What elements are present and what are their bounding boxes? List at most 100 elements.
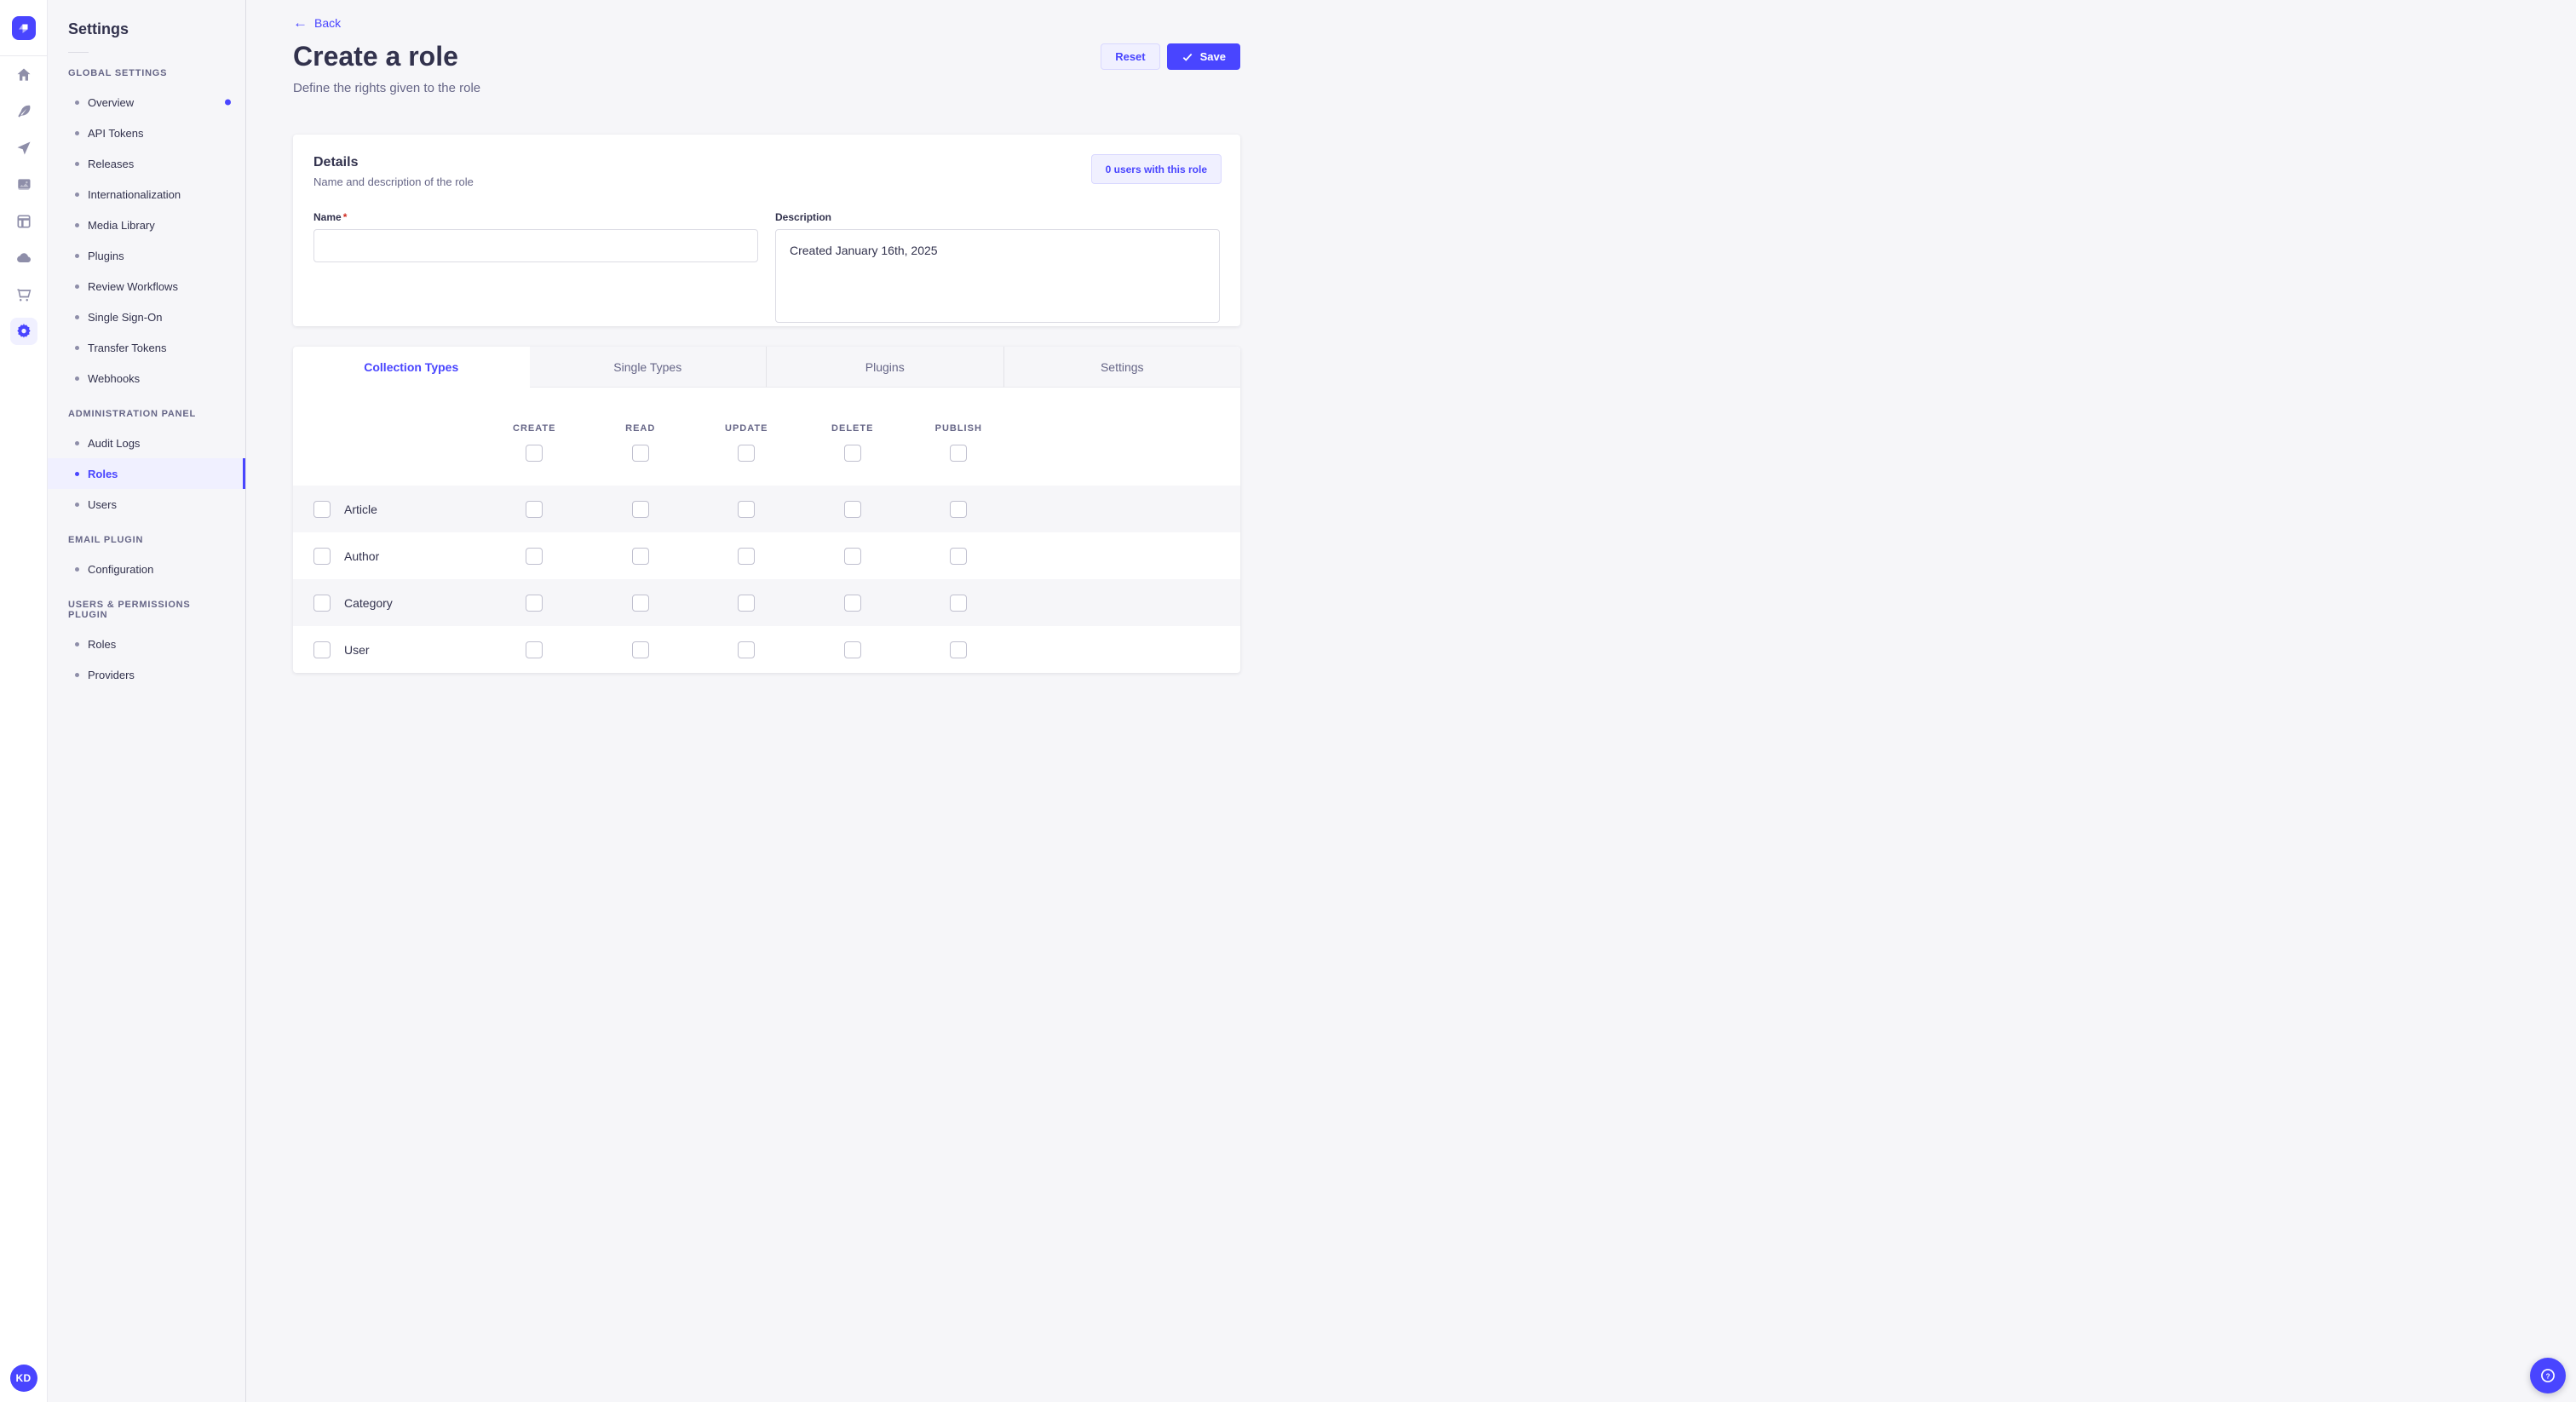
sidebar-item-users[interactable]: Users (48, 489, 245, 520)
sidebar-item-label: Review Workflows (88, 280, 178, 293)
sidebar-item-webhooks[interactable]: Webhooks (48, 363, 245, 394)
tab-single-types[interactable]: Single Types (530, 347, 767, 388)
permission-cell (588, 595, 694, 612)
tab-settings[interactable]: Settings (1003, 347, 1241, 388)
sidebar-item-audit-logs[interactable]: Audit Logs (48, 428, 245, 458)
select-row-category-checkbox[interactable] (313, 595, 331, 612)
layout-icon[interactable] (10, 208, 37, 235)
sidebar-nav: GLOBAL SETTINGS OverviewAPI Tokens Release… (48, 68, 245, 690)
sidebar-item-roles[interactable]: Roles (48, 458, 245, 489)
select-all-read-checkbox[interactable] (632, 445, 649, 462)
sidebar-item-label: Plugins (88, 250, 124, 262)
tab-plugins[interactable]: Plugins (766, 347, 1003, 388)
media-images-icon[interactable] (10, 171, 37, 198)
sidebar-section-label: GLOBAL SETTINGS (68, 68, 225, 78)
article-delete-checkbox[interactable] (844, 501, 861, 518)
sidebar-item-plugins[interactable]: Plugins (48, 240, 245, 271)
bullet-icon (75, 315, 79, 319)
permission-cell (906, 501, 1012, 518)
select-row-author-checkbox[interactable] (313, 548, 331, 565)
select-all-create-checkbox[interactable] (526, 445, 543, 462)
cloud-icon[interactable] (10, 244, 37, 272)
send-icon[interactable] (10, 135, 37, 162)
select-all-delete-checkbox[interactable] (844, 445, 861, 462)
home-icon[interactable] (10, 61, 37, 89)
article-create-checkbox[interactable] (526, 501, 543, 518)
tab-collection-types[interactable]: Collection Types (293, 347, 530, 388)
permissions-card: Collection TypesSingle TypesPluginsSetti… (293, 347, 1240, 673)
content-type-label: Author (344, 549, 379, 563)
author-publish-checkbox[interactable] (950, 548, 967, 565)
users-with-role-button[interactable]: 0 users with this role (1091, 154, 1222, 184)
content-type-label: User (344, 643, 370, 657)
details-subtitle: Name and description of the role (313, 175, 1220, 188)
sidebar-item-api-tokens[interactable]: API Tokens (48, 118, 245, 148)
sidebar-item-single-sign-on[interactable]: Single Sign-On (48, 302, 245, 332)
permission-cell (588, 548, 694, 565)
author-read-checkbox[interactable] (632, 548, 649, 565)
permission-cell (588, 641, 694, 658)
category-delete-checkbox[interactable] (844, 595, 861, 612)
sidebar-item-transfer-tokens[interactable]: Transfer Tokens (48, 332, 245, 363)
select-all-update-checkbox[interactable] (738, 445, 755, 462)
category-update-checkbox[interactable] (738, 595, 755, 612)
row-label-cell: Category (293, 595, 481, 612)
permission-cell (588, 501, 694, 518)
gear-icon[interactable] (10, 318, 37, 345)
sidebar-item-media-library[interactable]: Media Library (48, 210, 245, 240)
name-input[interactable] (313, 229, 758, 262)
sidebar-item-releases[interactable]: Releases (48, 148, 245, 179)
user-read-checkbox[interactable] (632, 641, 649, 658)
select-all-publish-checkbox[interactable] (950, 445, 967, 462)
user-publish-checkbox[interactable] (950, 641, 967, 658)
feather-icon[interactable] (10, 98, 37, 125)
save-button[interactable]: Save (1167, 43, 1240, 70)
sidebar-section: ADMINISTRATION PANELAudit LogsRolesUsers (48, 409, 245, 520)
sidebar-item-configuration[interactable]: Configuration (48, 554, 245, 584)
sidebar-item-label: Releases (88, 158, 134, 170)
permission-cell (800, 595, 906, 612)
sidebar-item-label: Providers (88, 669, 135, 681)
cart-icon[interactable] (10, 281, 37, 308)
author-update-checkbox[interactable] (738, 548, 755, 565)
user-create-checkbox[interactable] (526, 641, 543, 658)
permissions-rows: ArticleAuthorCategoryUser (293, 486, 1240, 673)
sidebar-item-roles[interactable]: Roles (48, 629, 245, 659)
strapi-logo-glyph (16, 20, 32, 36)
article-update-checkbox[interactable] (738, 501, 755, 518)
select-row-user-checkbox[interactable] (313, 641, 331, 658)
sidebar-item-label: Media Library (88, 219, 155, 232)
user-delete-checkbox[interactable] (844, 641, 861, 658)
save-label: Save (1200, 50, 1226, 63)
permission-cell (800, 501, 906, 518)
sidebar-item-overview[interactable]: Overview (48, 87, 245, 118)
category-read-checkbox[interactable] (632, 595, 649, 612)
permission-row-author: Author (293, 532, 1240, 579)
select-row-article-checkbox[interactable] (313, 501, 331, 518)
sidebar-item-internationalization[interactable]: Internationalization (48, 179, 245, 210)
user-avatar[interactable]: KD (10, 1365, 37, 1392)
help-button[interactable]: ? (2530, 1358, 2566, 1393)
author-delete-checkbox[interactable] (844, 548, 861, 565)
sidebar-item-providers[interactable]: Providers (48, 659, 245, 690)
sidebar-item-review-workflows[interactable]: Review Workflows (48, 271, 245, 302)
back-link[interactable]: ← Back (293, 15, 341, 30)
sidebar-item-label: Configuration (88, 563, 153, 576)
category-create-checkbox[interactable] (526, 595, 543, 612)
sidebar-section-list: OverviewAPI Tokens Releases Internationali… (48, 87, 245, 394)
bullet-icon (75, 284, 79, 289)
user-update-checkbox[interactable] (738, 641, 755, 658)
description-textarea[interactable]: Created January 16th, 2025 (775, 229, 1220, 323)
bullet-icon (75, 162, 79, 166)
sidebar-divider (68, 52, 89, 53)
details-card: Details Name and description of the role… (293, 135, 1240, 326)
category-publish-checkbox[interactable] (950, 595, 967, 612)
page-subtitle: Define the rights given to the role (293, 81, 480, 95)
sidebar-section: GLOBAL SETTINGS OverviewAPI Tokens Release… (48, 68, 245, 394)
author-create-checkbox[interactable] (526, 548, 543, 565)
reset-button[interactable]: Reset (1101, 43, 1159, 70)
select-all-cell (800, 445, 906, 462)
article-publish-checkbox[interactable] (950, 501, 967, 518)
article-read-checkbox[interactable] (632, 501, 649, 518)
strapi-logo[interactable] (12, 16, 36, 40)
